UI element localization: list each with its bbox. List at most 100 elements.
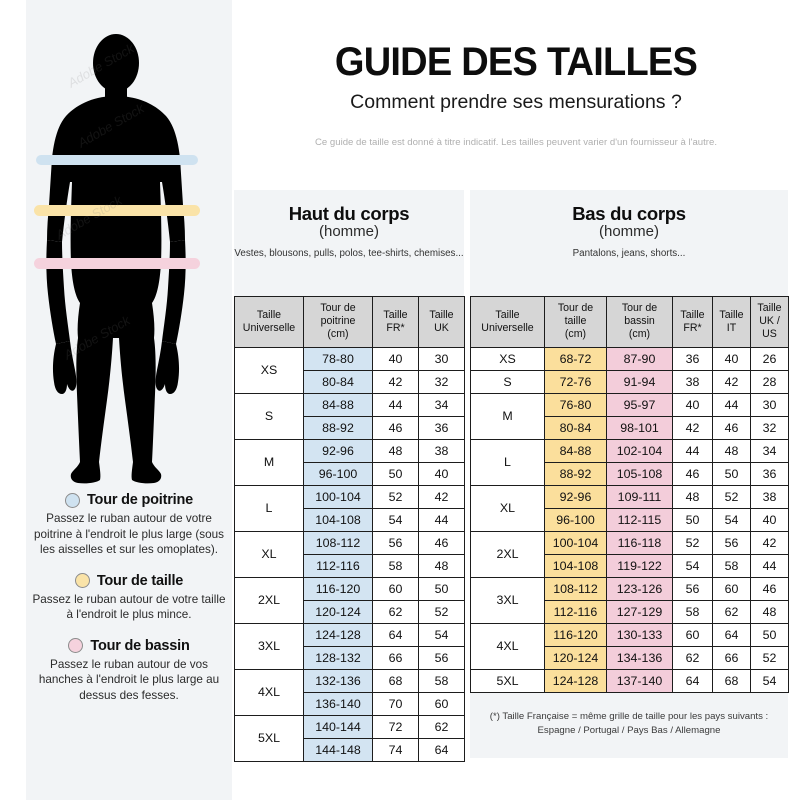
circle-pink-icon: [68, 638, 84, 654]
table-cell: 72-76: [544, 369, 607, 394]
sidebar: Adobe Stock Adobe Stock Adobe Stock Adob…: [0, 0, 232, 800]
size-label-cell: 5XL: [234, 714, 304, 762]
table-cell: 87-90: [606, 346, 673, 371]
table-cell: 56: [372, 530, 419, 555]
size-label-cell: 2XL: [234, 576, 304, 624]
table-cell: 44: [750, 553, 789, 578]
table-cell: 34: [418, 392, 465, 417]
table-cell: 40: [750, 507, 789, 532]
legend-description: Passez le ruban autour de votre poitrine…: [34, 512, 224, 557]
table-cell: 112-116: [303, 553, 373, 578]
table-cell: 72: [372, 714, 419, 739]
table-cell: 132-136: [303, 668, 373, 693]
table-cell: 68: [372, 668, 419, 693]
table-cell: 64: [418, 737, 465, 762]
table-row: 4XL 116-120 130-133 60 64 50: [470, 622, 789, 670]
table-row: M 92-96 48 38: [234, 438, 465, 486]
table-cell: 124-128: [303, 622, 373, 647]
size-label-cell: S: [234, 392, 304, 440]
table-cell: 40: [418, 461, 465, 486]
table-cell: 104-108: [544, 553, 607, 578]
table-cell: 102-104: [606, 438, 673, 463]
table-cell: 66: [372, 645, 419, 670]
table-row: 112-116 58 48: [235, 553, 465, 578]
table-cell: 136-140: [303, 691, 373, 716]
table-cell: 28: [750, 369, 789, 394]
size-label-cell: XL: [470, 484, 545, 532]
table-cell: 50: [712, 461, 751, 486]
table-cell: 56: [672, 576, 713, 601]
table-row: 144-148 74 64: [235, 737, 465, 762]
size-label-cell: 4XL: [470, 622, 545, 670]
table-cell: 62: [418, 714, 465, 739]
legend-description: Passez le ruban autour de votre taille à…: [32, 592, 226, 622]
column-header: Taille Universelle: [470, 296, 545, 348]
table-cell: 44: [372, 392, 419, 417]
table-row: S 84-88 44 34: [234, 392, 465, 440]
table-cell: 54: [672, 553, 713, 578]
table-cell: 140-144: [303, 714, 373, 739]
table-row: 5XL 140-144 72 62: [234, 714, 465, 762]
table-row: 120-124 134-136 62 66 52: [471, 645, 789, 670]
table-cell: 64: [672, 668, 713, 693]
waist-band: [34, 205, 200, 216]
table-row: XL 108-112 56 46: [234, 530, 465, 578]
footnote-line-2: Espagne / Portugal / Pays Bas / Allemagn…: [537, 724, 721, 736]
upper-body-table-wrapper: Taille Universelle Tour de poitrine (cm) Tail…: [234, 296, 465, 762]
table-cell: 54: [712, 507, 751, 532]
male-silhouette-figure: Adobe Stock Adobe Stock Adobe Stock Adob…: [0, 0, 232, 490]
silhouette-body: [46, 34, 186, 484]
table-cell: 38: [418, 438, 465, 463]
table-cell: 50: [418, 576, 465, 601]
upper-body-card-header: Haut du corps (homme) Vestes, blousons, …: [234, 190, 464, 260]
table-cell: 50: [372, 461, 419, 486]
table-body: XS 68-72 87-90 36 40 26 S 72-76 91-94 38 42 28 M 76-8…: [470, 346, 789, 693]
table-cell: 42: [672, 415, 713, 440]
table-row: XS 78-80 40 30: [234, 346, 465, 394]
table-cell: 88-92: [544, 461, 607, 486]
table-cell: 26: [750, 346, 789, 371]
table-cell: 36: [672, 346, 713, 371]
table-cell: 96-100: [303, 461, 373, 486]
table-row: 88-92 105-108 46 50 36: [471, 461, 789, 486]
table-cell: 36: [750, 461, 789, 486]
table-row: 2XL 116-120 60 50: [234, 576, 465, 624]
table-cell: 96-100: [544, 507, 607, 532]
size-label-cell: 3XL: [234, 622, 304, 670]
table-cell: 48: [712, 438, 751, 463]
legend-title: Tour de poitrine: [86, 492, 194, 508]
table-cell: 66: [712, 645, 751, 670]
table-cell: 56: [712, 530, 751, 555]
table-cell: 92-96: [303, 438, 373, 463]
table-cell: 98-101: [606, 415, 673, 440]
table-cell: 54: [418, 622, 465, 647]
table-cell: 52: [672, 530, 713, 555]
column-header: Tour de taille (cm): [544, 296, 607, 348]
table-cell: 60: [418, 691, 465, 716]
table-row: 80-84 42 32: [235, 369, 465, 394]
table-cell: 48: [750, 599, 789, 624]
table-cell: 120-124: [303, 599, 373, 624]
card-item-list: Vestes, blousons, pulls, polos, tee-shir…: [234, 247, 464, 259]
upper-body-size-table: Taille Universelle Tour de poitrine (cm) Tail…: [234, 296, 465, 762]
table-cell: 116-118: [606, 530, 673, 555]
table-row: S 72-76 91-94 38 42 28: [470, 369, 789, 394]
table-cell: 116-120: [544, 622, 607, 647]
table-cell: 46: [418, 530, 465, 555]
table-cell: 116-120: [303, 576, 373, 601]
table-cell: 92-96: [544, 484, 607, 509]
size-label-cell: 5XL: [470, 668, 545, 693]
page-header: GUIDE DES TAILLES Comment prendre ses me…: [232, 0, 800, 147]
page-subtitle: Comment prendre ses mensurations ?: [350, 91, 682, 113]
table-row: L 84-88 102-104 44 48 34: [470, 438, 789, 486]
lower-body-size-table: Taille Universelle Tour de taille (cm) Tour d…: [470, 296, 789, 693]
legend-title: Tour de bassin: [90, 637, 190, 654]
table-cell: 62: [672, 645, 713, 670]
table-row: 136-140 70 60: [235, 691, 465, 716]
column-header: Taille FR*: [672, 296, 713, 348]
table-cell: 128-132: [303, 645, 373, 670]
table-cell: 58: [712, 553, 751, 578]
card-subtitle: (homme): [598, 223, 659, 241]
table-cell: 54: [750, 668, 789, 693]
table-cell: 74: [372, 737, 419, 762]
